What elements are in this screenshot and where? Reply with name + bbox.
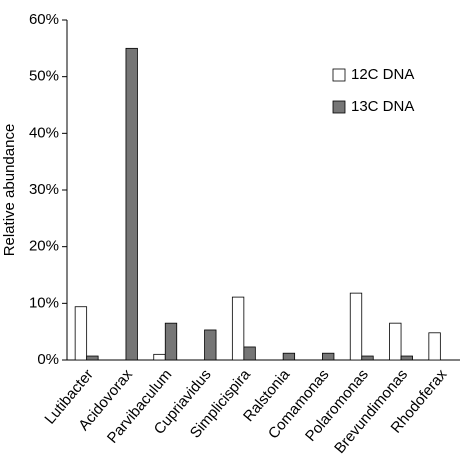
y-tick-label: 20%	[29, 238, 59, 255]
bar	[125, 47, 138, 361]
bar	[282, 352, 296, 361]
legend-swatch	[332, 68, 346, 82]
legend-swatch	[332, 100, 346, 114]
bar	[322, 352, 335, 361]
y-tick-label: 40%	[29, 124, 59, 141]
y-tick-label: 50%	[29, 68, 59, 85]
y-tick-label: 0%	[37, 351, 59, 368]
bar	[74, 306, 88, 361]
bar	[428, 332, 441, 361]
legend-label: 13C DNA	[351, 98, 414, 115]
bar	[86, 355, 99, 361]
y-tick-label: 10%	[29, 294, 59, 311]
bar	[400, 355, 413, 361]
bar	[349, 292, 363, 361]
bar	[389, 322, 402, 361]
bar	[361, 355, 374, 361]
y-tick-label: 60%	[29, 11, 59, 28]
y-tick-label: 30%	[29, 181, 59, 198]
bar	[164, 322, 178, 361]
bar	[153, 353, 166, 361]
legend-label: 12C DNA	[351, 66, 414, 83]
bar	[231, 296, 245, 361]
y-axis-label: Relative abundance	[1, 124, 18, 257]
bar	[204, 329, 217, 361]
bar	[243, 346, 256, 361]
